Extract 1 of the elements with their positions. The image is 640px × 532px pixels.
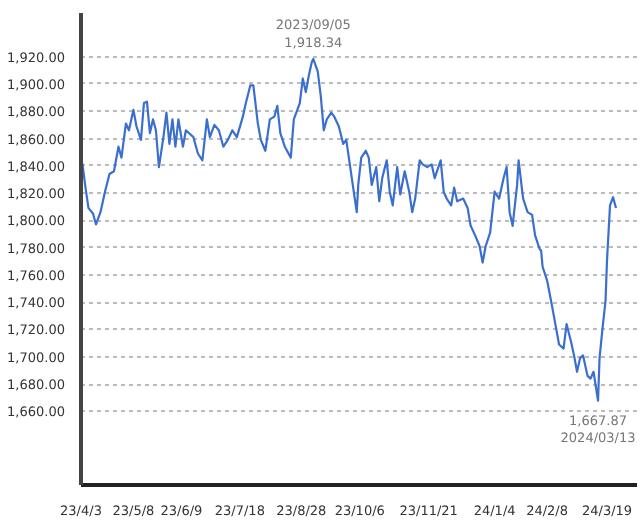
line-series — [81, 57, 618, 402]
